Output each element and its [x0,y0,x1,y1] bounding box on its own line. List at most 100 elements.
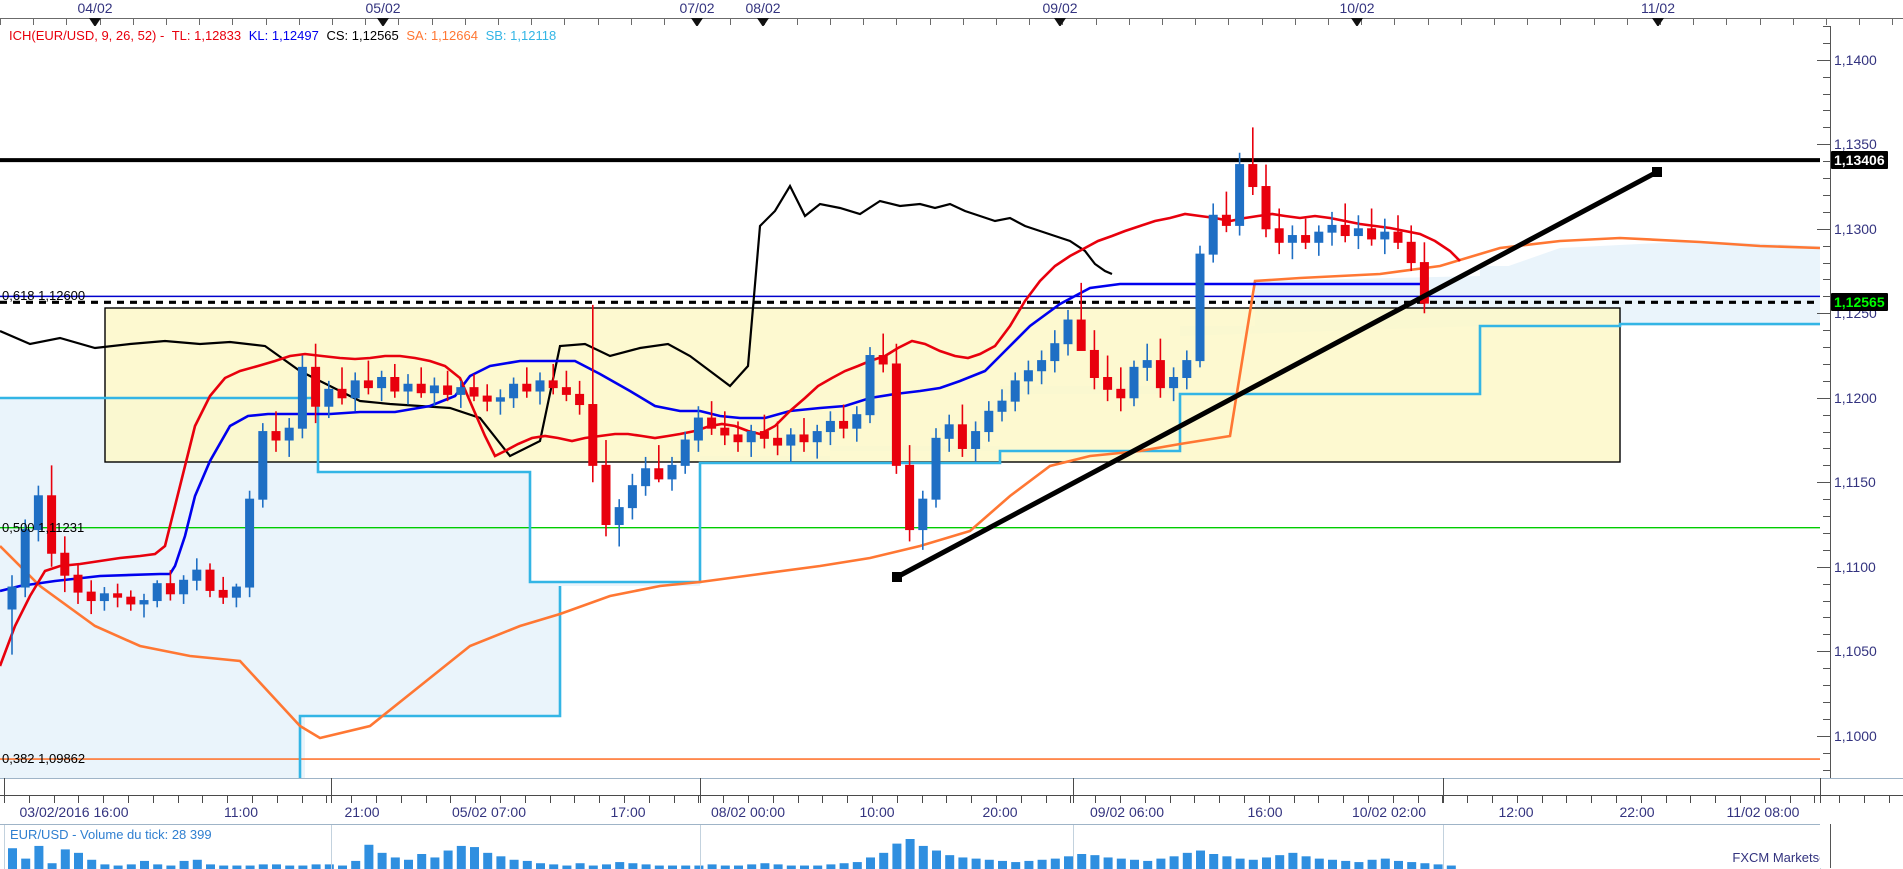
time-axis[interactable]: 03/02/2016 16:00 11:00 21:00 05/02 07:00 17:… [0,778,1903,824]
candle-body[interactable] [865,355,875,416]
candle-body[interactable] [284,427,294,441]
candle-body[interactable] [588,404,598,466]
candle-body[interactable] [799,434,809,443]
candle-body[interactable] [60,552,70,576]
candle-body[interactable] [7,586,17,610]
candle-body[interactable] [1314,231,1324,243]
candle-body[interactable] [377,376,387,389]
candle-body[interactable] [205,569,215,591]
candle-body[interactable] [601,464,611,526]
candle-body[interactable] [984,410,994,433]
candle-body[interactable] [680,439,690,466]
candle-body[interactable] [86,591,96,602]
candle-body[interactable] [1367,228,1377,240]
candle-body[interactable] [218,589,228,598]
candle-body[interactable] [1116,388,1126,399]
ascending-trendline[interactable] [895,169,1659,580]
candle-body[interactable] [1155,360,1165,389]
candle-body[interactable] [363,380,373,389]
candle-body[interactable] [575,393,585,406]
candle-body[interactable] [337,388,347,399]
candle-body[interactable] [627,485,637,509]
candle-body[interactable] [1129,366,1139,399]
candle-body[interactable] [1353,228,1363,237]
candle-body[interactable] [1393,231,1403,243]
candle-body[interactable] [1142,360,1152,368]
candle-body[interactable] [1037,360,1047,372]
candle-body[interactable] [73,574,83,593]
candle-body[interactable] [878,355,888,365]
chikou-span-line[interactable] [0,183,1113,458]
candle-body[interactable] [99,593,109,602]
candle-body[interactable] [535,380,545,392]
candle-body[interactable] [971,431,981,449]
resistance-price-tag[interactable]: 1,13406 [1831,151,1888,170]
candle-body[interactable] [20,529,30,588]
candle-body[interactable] [746,431,756,443]
candle-body[interactable] [1419,262,1429,304]
candle-body[interactable] [403,383,413,392]
candle-body[interactable] [1221,214,1231,226]
candle-body[interactable] [1182,360,1192,378]
candle-body[interactable] [1287,235,1297,243]
candle-body[interactable] [443,385,453,395]
candle-body[interactable] [126,596,136,605]
trendline-anchor-start[interactable] [892,572,902,582]
price-axis[interactable]: 1,1400 1,1350 1,1300 1,1250 1,1200 1,1150 1,11… [1817,26,1903,778]
candle-body[interactable] [1103,376,1113,390]
candle-body[interactable] [997,400,1007,412]
candle-body[interactable] [1340,224,1350,237]
candle-body[interactable] [720,427,730,436]
candle-body[interactable] [944,424,954,439]
candle-body[interactable] [548,380,558,389]
candle-body[interactable] [667,464,677,480]
yellow-zone-rectangle[interactable] [104,307,1621,463]
candle-body[interactable] [786,434,796,446]
candle-body[interactable] [1301,235,1311,243]
volume-panel[interactable]: EUR/USD - Volume du tick: 28 399 FXCM Ma… [0,824,1903,869]
candle-body[interactable] [825,420,835,433]
candle-body[interactable] [469,387,479,397]
candle-body[interactable] [918,498,928,531]
candle-body[interactable] [509,383,519,399]
candle-body[interactable] [522,383,532,392]
trendline-anchor-end[interactable] [1652,167,1662,177]
candle-body[interactable] [350,380,360,399]
candle-body[interactable] [495,397,505,402]
candle-body[interactable] [192,569,202,581]
candle-body[interactable] [905,464,915,531]
candle-body[interactable] [812,431,822,443]
candle-body[interactable] [390,376,400,392]
candle-body[interactable] [1195,253,1205,362]
candle-body[interactable] [311,366,321,407]
candle-body[interactable] [179,579,189,595]
candle-body[interactable] [1248,164,1258,188]
candle-body[interactable] [891,363,901,466]
candle-body[interactable] [1261,186,1271,230]
candle-body[interactable] [641,468,651,487]
candle-body[interactable] [429,385,439,394]
candle-body[interactable] [852,414,862,429]
senkou-b-line-left[interactable] [298,586,562,778]
candle-body[interactable] [1274,228,1284,243]
candle-body[interactable] [1327,224,1337,233]
indicator-legend[interactable]: ICH(EUR/USD, 9, 26, 52) - TL: 1,12833 KL… [9,28,560,43]
candle-body[interactable] [297,366,307,429]
candle-body[interactable] [416,383,426,394]
candle-body[interactable] [324,388,334,407]
candle-body[interactable] [231,586,241,598]
candle-body[interactable] [1076,319,1086,351]
candle-body[interactable] [654,468,664,480]
candle-body[interactable] [957,424,967,449]
candle-body[interactable] [1406,241,1416,264]
candle-body[interactable] [1063,319,1073,345]
candle-body[interactable] [1208,214,1218,255]
candle-body[interactable] [1169,376,1179,389]
candle-body[interactable] [561,387,571,395]
candle-body[interactable] [1050,343,1060,362]
senkou-a-line[interactable] [0,236,1820,740]
candle-body[interactable] [839,420,849,429]
candle-body[interactable] [33,495,43,531]
candle-body[interactable] [773,437,783,446]
candle-body[interactable] [614,507,624,526]
